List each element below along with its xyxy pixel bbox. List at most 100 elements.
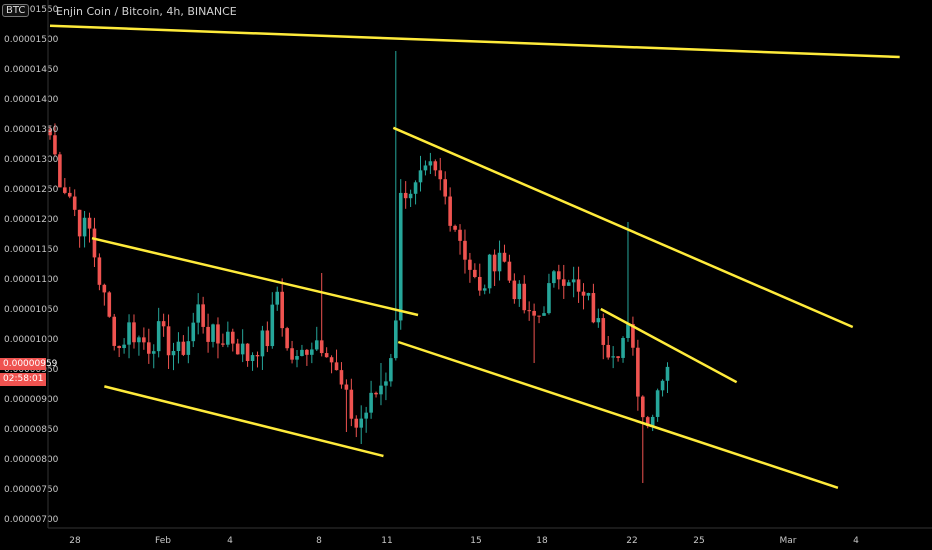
candle [403,181,408,209]
time-tick-label: 8 [316,536,322,546]
candle [280,278,284,337]
candle-body [206,326,210,342]
price-tick-label: 0.00000750 [4,485,59,495]
candle [487,253,492,294]
candle [117,345,121,358]
candle-body [601,318,606,345]
candle-body [527,310,531,312]
candle-body [482,288,487,291]
candle-body [72,196,77,210]
candle [270,292,275,349]
time-tick-label: 25 [693,536,704,546]
candle [453,224,457,232]
candle-body [176,341,181,352]
candle [53,123,57,157]
candle-body [492,254,497,272]
price-tick-label: 0.00001250 [4,185,59,195]
candle-body [290,348,294,360]
candle [468,252,472,283]
price-tick-label: 0.00001150 [4,245,59,255]
candle-body [512,280,517,300]
candle [250,352,255,371]
candle-body [186,341,191,355]
candle [127,314,131,359]
candle [547,273,551,315]
candle [235,338,240,355]
price-tick-label: 0.00001350 [4,125,59,135]
candle [626,222,630,342]
candle-body [626,324,630,338]
trendline [600,307,738,384]
candle [502,244,507,263]
candle [408,189,413,207]
candle-body [255,355,260,357]
candle-body [329,357,334,363]
candle [344,379,349,432]
candle-body [616,356,620,358]
candle-body [418,170,423,183]
candle-body [226,331,230,345]
candle-body [142,337,146,343]
candles [48,51,670,483]
candle-body [650,416,655,427]
candle [176,332,181,364]
price-tick-label: 0.00001000 [4,335,59,345]
candle-body [270,304,275,347]
candle-body [596,318,601,323]
candle [290,340,294,364]
candle [665,362,670,394]
candle [300,344,304,357]
candle-body [339,370,344,385]
candle-body [443,179,447,197]
price-tick-label: 0.00000850 [4,425,59,435]
candle-body [97,257,102,285]
candle [295,349,299,368]
candle [107,291,112,318]
candle [413,180,418,205]
candle-body [621,337,625,358]
candle-body [230,331,235,344]
candle [566,279,571,286]
price-tick-label: 0.00001400 [4,95,59,105]
candle-body [102,284,107,293]
symbol-title: Enjin Coin / Bitcoin, 4h, BINANCE [56,5,237,18]
candle-body [122,344,126,349]
time-tick-label: 11 [381,536,392,546]
candle [255,351,260,368]
candle-body [310,349,314,355]
price-tick-label: 0.00001050 [4,305,59,315]
candle [151,344,156,369]
candle-body [611,356,615,358]
candle-body [344,384,349,390]
candle-body [156,321,161,352]
candle-body [606,344,611,358]
candle-body [591,293,596,323]
candle-body [280,291,284,329]
candle [171,342,176,371]
candle-body [645,417,650,427]
price-tick-label: 0.00000800 [4,455,59,465]
candle-body [147,342,151,354]
candle-body [641,396,645,418]
candle [260,325,265,370]
candle [63,178,67,195]
candle [398,179,403,330]
candle-body [87,217,92,229]
candle-body [428,161,433,166]
candle [522,275,527,314]
currency-badge[interactable]: BTC [2,4,30,17]
candle [275,286,280,311]
countdown-label: 02:58:01 [0,373,46,386]
candle [97,253,102,291]
candle [82,210,87,248]
candle [230,328,235,352]
price-axis: 0.00001550 0.00001500 0.00001450 0.00001400… [4,0,59,528]
candle-body [384,381,388,386]
candle [132,314,136,349]
candle-body [374,392,378,395]
candle-body [576,279,581,292]
candle [221,333,225,348]
candle-body [413,182,418,194]
time-axis: 28 Feb 4 8 11 15 18 22 25 Mar 4 [48,527,932,546]
